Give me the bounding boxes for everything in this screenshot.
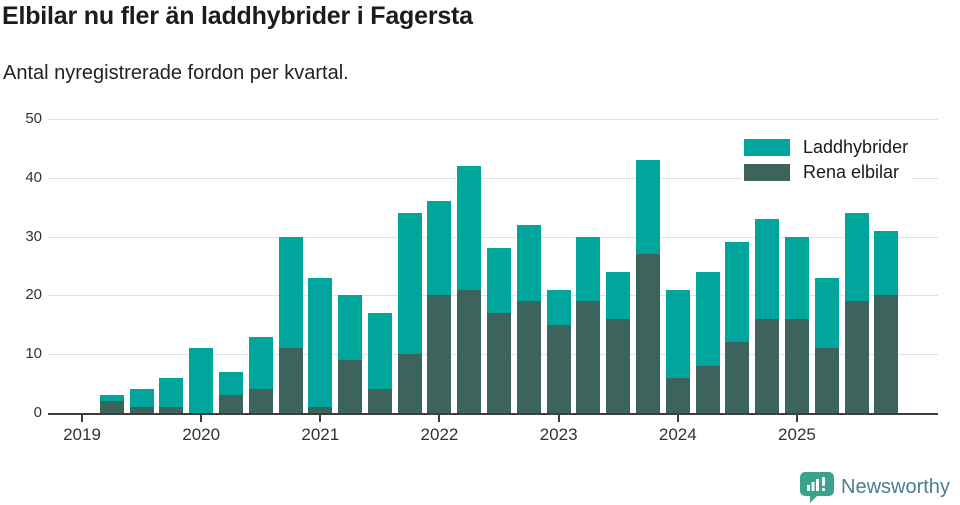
bar-segment-rena-elbilar <box>516 301 541 413</box>
bar-segment-rena-elbilar <box>159 407 184 413</box>
bar-segment-laddhybrider <box>397 213 422 355</box>
bar-segment-laddhybrider <box>784 236 809 319</box>
bar-segment-rena-elbilar <box>427 295 452 413</box>
bar-segment-laddhybrider <box>159 377 184 408</box>
bar-segment-laddhybrider <box>844 213 869 302</box>
bar-segment-rena-elbilar <box>665 377 690 413</box>
x-tick-label: 2023 <box>539 425 578 444</box>
y-tick-label: 50 <box>25 110 42 127</box>
legend-swatch-laddhybrider <box>744 139 790 156</box>
bar-segment-rena-elbilar <box>248 389 273 413</box>
bar-segment-rena-elbilar <box>874 295 899 413</box>
bar-segment-rena-elbilar <box>487 313 512 413</box>
bar-segment-rena-elbilar <box>814 348 839 413</box>
bar-segment-laddhybrider <box>546 289 571 325</box>
x-tick-label: 2024 <box>658 425 697 444</box>
bar-segment-rena-elbilar <box>606 318 631 413</box>
y-tick-label: 40 <box>25 168 42 186</box>
legend-label-rena-elbilar: Rena elbilar <box>803 162 900 182</box>
x-tick-label: 2020 <box>182 425 221 444</box>
legend-item-rena-elbilar: Rena elbilar <box>744 160 908 185</box>
x-tick-mark <box>676 415 679 422</box>
y-tick-label: 0 <box>33 404 42 421</box>
gridline <box>48 236 938 238</box>
bar-segment-laddhybrider <box>576 236 601 302</box>
legend-label-laddhybrider: Laddhybrider <box>803 137 909 157</box>
bar-segment-laddhybrider <box>636 160 660 255</box>
bar-segment-rena-elbilar <box>695 365 720 413</box>
bar-segment-laddhybrider <box>308 277 333 408</box>
bar-segment-rena-elbilar <box>278 348 303 413</box>
bar-segment-rena-elbilar <box>367 389 392 413</box>
bar-segment-laddhybrider <box>99 395 124 402</box>
bar-segment-rena-elbilar <box>725 342 750 413</box>
bar-segment-laddhybrider <box>427 201 452 296</box>
bar-segment-rena-elbilar <box>308 407 333 413</box>
bar-segment-rena-elbilar <box>576 301 601 413</box>
bar-segment-rena-elbilar <box>129 407 154 413</box>
x-tick-mark <box>319 415 322 422</box>
bar-segment-rena-elbilar <box>784 318 809 413</box>
legend-item-laddhybrider: Laddhybrider <box>744 135 908 160</box>
bar-segment-laddhybrider <box>755 218 780 319</box>
bar-segment-rena-elbilar <box>397 354 422 413</box>
y-tick-label: 10 <box>25 345 42 363</box>
x-tick-mark <box>438 415 441 422</box>
gridline <box>48 119 938 120</box>
bar-segment-rena-elbilar <box>755 318 780 413</box>
bar-segment-rena-elbilar <box>844 301 869 413</box>
x-tick-label: 2019 <box>63 425 101 444</box>
bar-segment-laddhybrider <box>278 236 303 349</box>
bar-segment-laddhybrider <box>248 336 273 390</box>
bar-segment-laddhybrider <box>516 224 541 302</box>
bar-segment-laddhybrider <box>218 371 243 396</box>
bar-segment-rena-elbilar <box>457 289 482 413</box>
chart-subtitle: Antal nyregistrerade fordon per kvartal. <box>3 62 349 84</box>
x-tick-label: 2022 <box>420 425 459 444</box>
gridline <box>48 177 938 179</box>
brand-footer: Newsworthy <box>800 472 950 503</box>
bar-segment-rena-elbilar <box>338 360 363 413</box>
bar-segment-rena-elbilar <box>546 324 571 413</box>
x-axis-line <box>48 413 938 415</box>
bar-segment-laddhybrider <box>695 271 720 366</box>
bar-segment-laddhybrider <box>457 166 482 290</box>
bar-segment-laddhybrider <box>874 230 899 296</box>
newsworthy-logo-icon <box>800 472 834 503</box>
newsworthy-wordmark: Newsworthy <box>841 476 950 498</box>
legend-swatch-rena-elbilar <box>744 164 790 181</box>
bar-segment-laddhybrider <box>814 277 839 349</box>
bar-segment-laddhybrider <box>189 348 214 413</box>
bar-segment-rena-elbilar <box>99 401 124 413</box>
x-tick-label: 2021 <box>301 425 340 444</box>
x-tick-mark <box>200 415 203 422</box>
bar-segment-laddhybrider <box>606 271 631 319</box>
chart-legend: Laddhybrider Rena elbilar <box>742 133 913 189</box>
x-tick-mark <box>557 415 560 422</box>
x-tick-mark <box>795 415 798 422</box>
bar-segment-laddhybrider <box>338 295 363 361</box>
bar-segment-rena-elbilar <box>636 254 660 413</box>
bar-segment-laddhybrider <box>129 389 154 408</box>
bar-segment-laddhybrider <box>725 242 750 343</box>
y-tick-label: 20 <box>25 286 42 304</box>
x-tick-mark <box>81 415 83 422</box>
chart-title: Elbilar nu fler än laddhybrider i Fagers… <box>2 2 473 30</box>
x-tick-label: 2025 <box>778 425 816 444</box>
bar-segment-rena-elbilar <box>218 395 243 413</box>
bar-segment-laddhybrider <box>487 248 512 314</box>
bar-segment-laddhybrider <box>367 313 392 390</box>
y-tick-label: 30 <box>25 227 42 245</box>
bar-segment-laddhybrider <box>665 289 690 378</box>
